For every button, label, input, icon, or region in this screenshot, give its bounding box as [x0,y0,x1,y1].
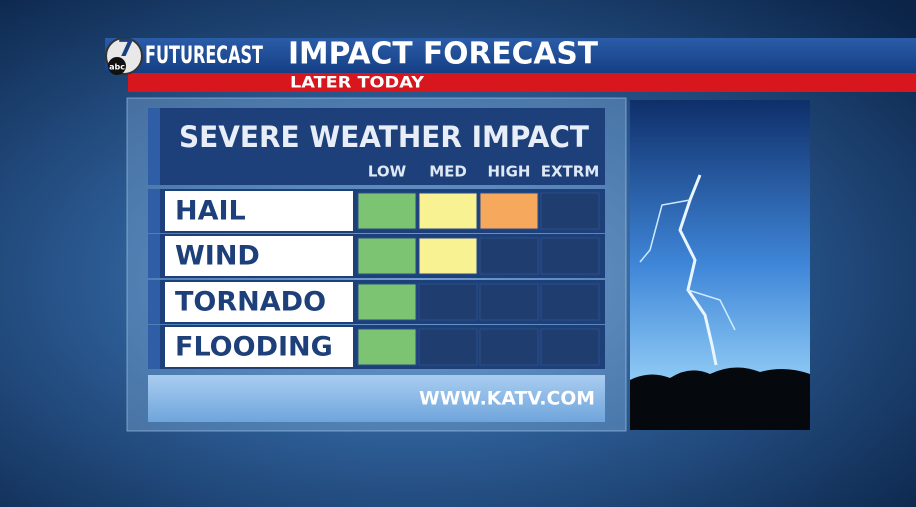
level-label: EXTRM [541,163,600,181]
empty-cell [479,237,539,275]
logo-network: abc [109,63,125,72]
footer: WWW.KATV.COM [419,388,595,410]
title: IMPACT FORECAST [288,37,599,72]
empty-cell [540,192,600,230]
level-label: MED [429,163,467,181]
row-label-box [165,327,353,367]
stripe [148,280,160,324]
empty-cell [418,283,478,321]
row-label-box [165,191,353,231]
impact-cell [357,192,417,230]
logo-number: 7 [118,34,135,62]
panel-title-box [148,108,605,185]
impact-cell [357,328,417,366]
impact-cell [357,283,417,321]
empty-cell [540,328,600,366]
empty-cell [479,328,539,366]
row-label: WIND [175,241,260,272]
impact-cell [357,237,417,275]
row-label: HAIL [175,196,246,227]
lightning-bolt [678,174,718,366]
subheader-bar [128,73,916,92]
empty-cell [540,237,600,275]
empty-cell [540,283,600,321]
stripe [148,325,160,369]
footer-bar [148,375,605,422]
row-label: FLOODING [175,332,333,363]
level-label: HIGH [487,163,530,181]
impact-cell [479,192,539,230]
logo-badge [108,57,126,75]
empty-cell [479,283,539,321]
impact-cell [418,192,478,230]
subtitle: LATER TODAY [290,73,424,92]
empty-cell [418,328,478,366]
stripe [148,189,160,233]
stripe [148,108,160,185]
row-label-box [165,236,353,276]
header-bar [105,38,916,73]
lightning-branch [687,289,736,331]
impact-cell [418,237,478,275]
panel-title: SEVERE WEATHER IMPACT [179,120,589,154]
tree-silhouette [630,367,810,430]
brand: FUTURECAST [145,41,263,69]
level-label: LOW [368,163,407,181]
row-label-box [165,282,353,322]
row-label: TORNADO [175,287,326,318]
lightning-branch [639,199,691,263]
stripe [148,234,160,278]
